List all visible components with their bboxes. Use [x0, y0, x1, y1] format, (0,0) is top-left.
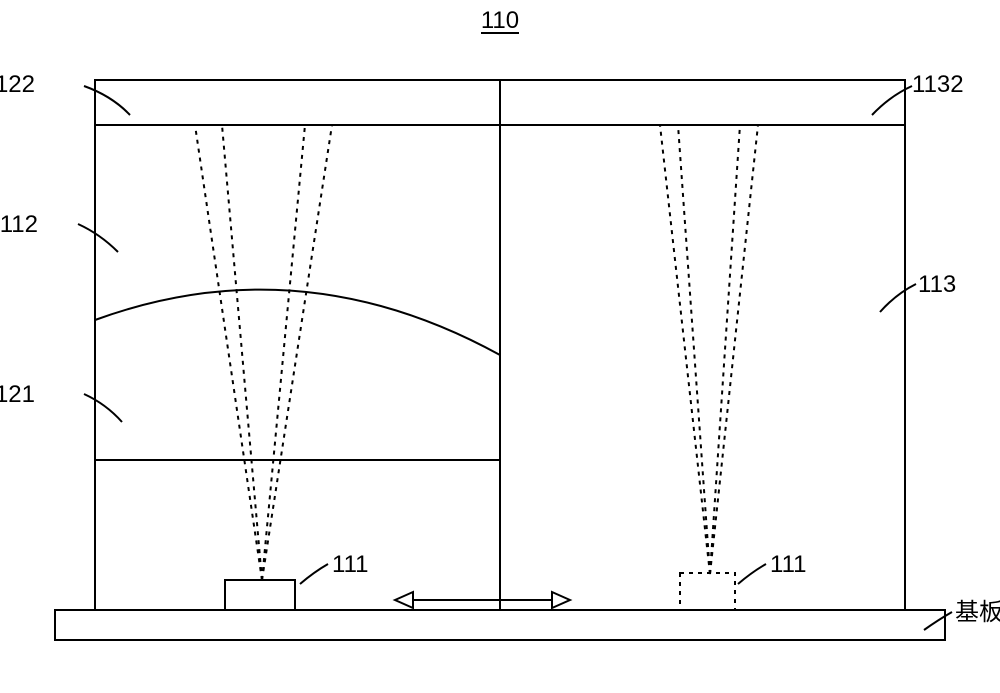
double-arrow	[395, 592, 570, 608]
diagram-svg: 110	[0, 0, 1000, 693]
right-source-box	[680, 573, 735, 610]
figure-title: 110	[481, 7, 519, 34]
label-1122: 1122	[0, 71, 35, 98]
label-113: 113	[918, 271, 956, 298]
leader-111-left	[300, 564, 328, 584]
label-1132: 1132	[912, 71, 964, 98]
leader-112	[78, 224, 118, 252]
left-light-cone	[195, 125, 332, 580]
base-plate	[55, 610, 945, 640]
left-source-box	[225, 580, 295, 610]
label-111-right: 111	[770, 551, 806, 578]
label-1121: 1121	[0, 381, 35, 408]
leader-lines	[78, 86, 952, 630]
leader-1121	[84, 394, 122, 422]
label-111-left: 111	[332, 551, 368, 578]
right-light-cone	[660, 125, 758, 574]
leader-1122	[84, 86, 130, 115]
label-112: 112	[0, 211, 38, 238]
leader-113	[880, 284, 916, 312]
label-substrate: 基板	[955, 599, 1000, 626]
leader-111-right	[738, 564, 766, 584]
